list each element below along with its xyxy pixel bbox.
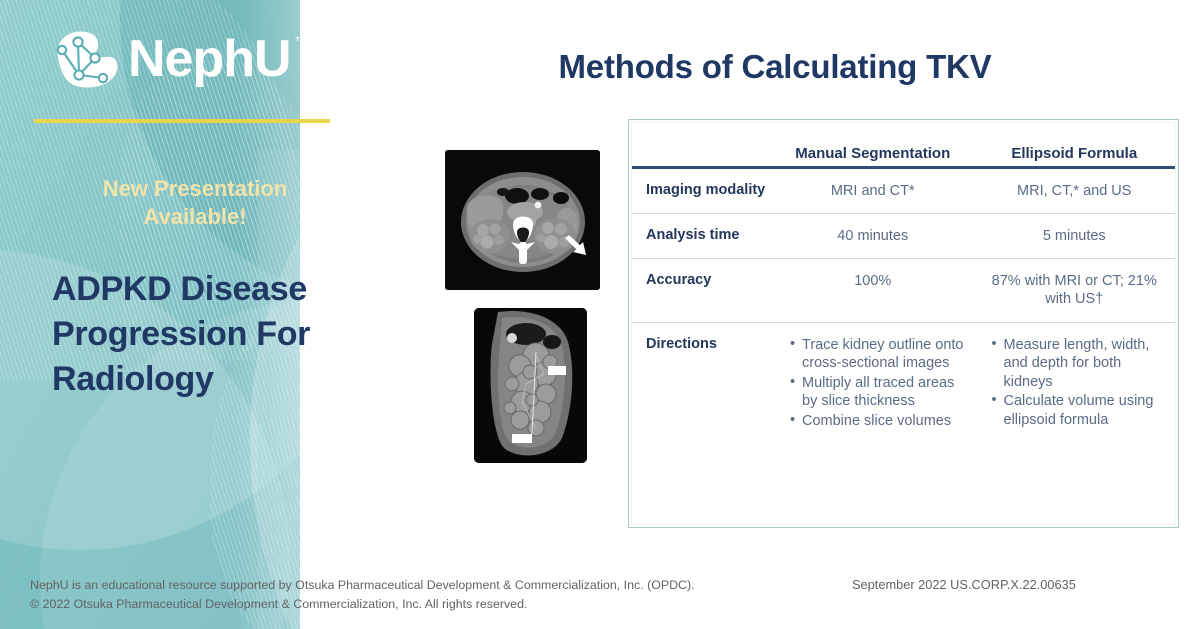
cell-accuracy-ellipsoid: 87% with MRI or CT; 21% with US† (991, 273, 1157, 308)
deck-title: ADPKD Disease Progression For Radiology (52, 270, 311, 398)
list-item: Combine slice volumes (788, 411, 972, 431)
row-label-directions: Directions (646, 335, 717, 352)
footer-code: September 2022 US.CORP.X.22.00635 (852, 577, 1076, 592)
cell-directions-ellipsoid: Measure length, width, and depth for bot… (974, 323, 1176, 444)
nephu-wordmark: NephU ™ (128, 30, 308, 88)
cell-imaging-modality-ellipsoid: MRI, CT,* and US (1017, 183, 1132, 199)
yellow-divider (34, 119, 330, 123)
table-row: Accuracy 100% 87% with MRI or CT; 21% wi… (632, 259, 1175, 323)
cell-directions-manual: Trace kidney outline onto cross-sectiona… (772, 323, 974, 445)
directions-ellipsoid-list: Measure length, width, and depth for bot… (990, 335, 1174, 430)
promo-line-2: Available! (143, 203, 247, 229)
table-row-directions: Directions Trace kidney outline onto cro… (632, 323, 1175, 525)
axial-ct-abdomen-polycystic-kidneys-image (445, 150, 600, 290)
list-item: Measure length, width, and depth for bot… (990, 335, 1174, 392)
page-title: Methods of Calculating TKV (558, 48, 992, 85)
footer-line-2: © 2022 Otsuka Pharmaceutical Development… (30, 597, 528, 612)
table-row: Imaging modality MRI and CT* MRI, CT,* a… (632, 169, 1175, 215)
directions-manual-list: Trace kidney outline onto cross-sectiona… (788, 334, 972, 431)
list-item: Multiply all traced areas by slice thick… (788, 373, 972, 411)
nephu-kidney-network-logo-icon (48, 28, 122, 90)
tkv-methods-table: Manual Segmentation Ellipsoid Formula Im… (628, 119, 1179, 528)
table-row: Analysis time 40 minutes 5 minutes (632, 214, 1175, 260)
list-item: Trace kidney outline onto cross-sectiona… (788, 334, 972, 373)
list-item: Calculate volume using ellipsoid formula (990, 391, 1174, 429)
trademark-symbol: ™ (294, 34, 308, 49)
row-label-analysis-time: Analysis time (646, 227, 740, 244)
coronal-mr-polycystic-kidney-measurement-image (474, 308, 587, 463)
row-label-accuracy: Accuracy (646, 272, 712, 289)
footer-line-1: NephU is an educational resource support… (30, 578, 695, 592)
promo-line-1: New Presentation (102, 176, 288, 201)
cell-analysis-time-ellipsoid: 5 minutes (1042, 228, 1106, 245)
promo-banner: New Presentation Available! (20, 175, 370, 230)
column-header-ellipsoid-formula: Ellipsoid Formula (1011, 145, 1138, 162)
cell-imaging-modality-manual: MRI and CT* (830, 183, 915, 199)
footer-disclaimer: NephU is an educational resource support… (30, 576, 695, 614)
cell-accuracy-manual: 100% (854, 273, 892, 290)
row-label-imaging-modality: Imaging modality (646, 182, 766, 198)
column-header-manual-segmentation: Manual Segmentation (795, 145, 951, 162)
cell-analysis-time-manual: 40 minutes (837, 228, 909, 245)
table-header-row: Manual Segmentation Ellipsoid Formula (632, 123, 1175, 169)
nephu-logo: NephU ™ (48, 28, 308, 90)
